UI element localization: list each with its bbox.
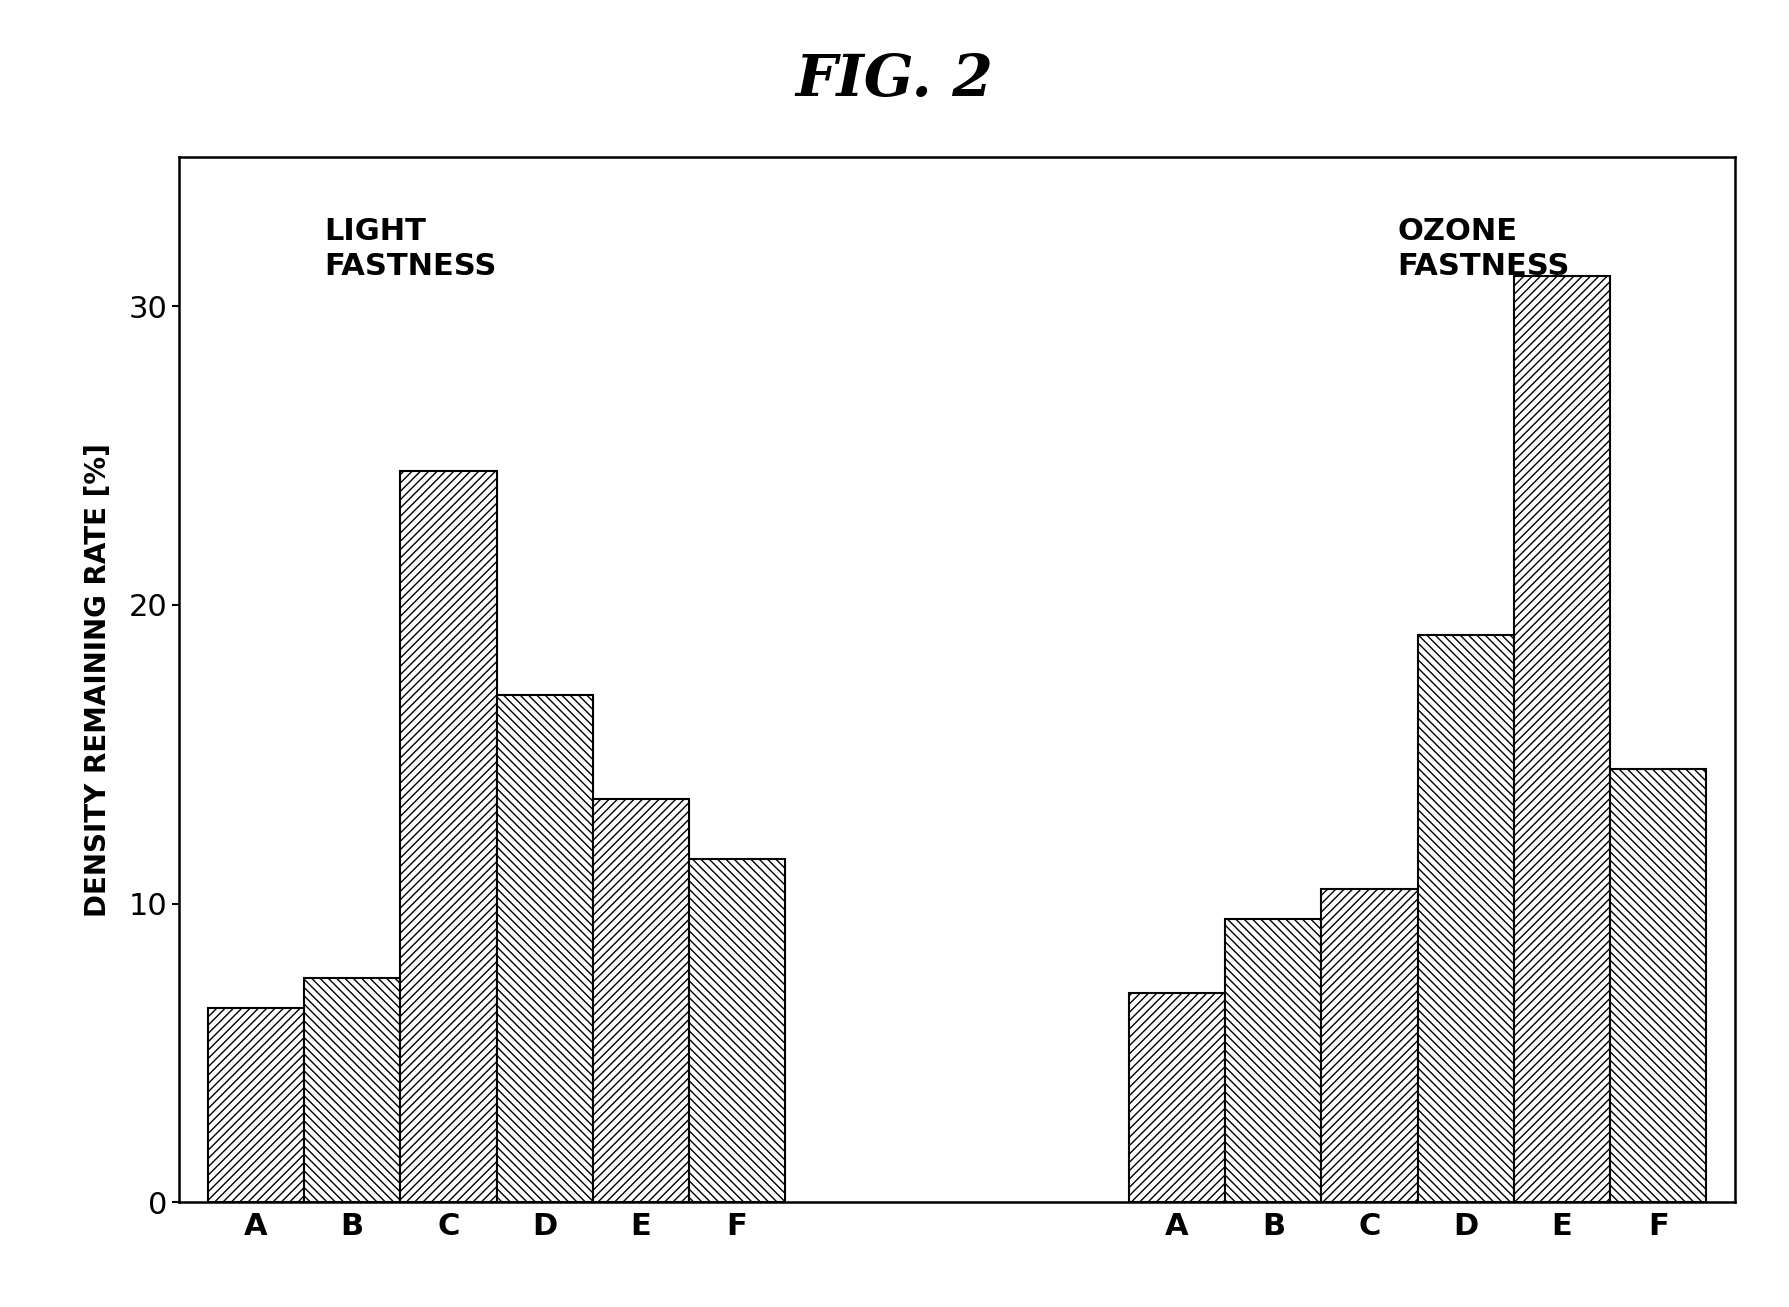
Bar <box>1513 276 1610 1202</box>
Bar <box>1417 635 1513 1202</box>
Bar <box>304 979 401 1202</box>
Y-axis label: DENSITY REMAINING RATE [%]: DENSITY REMAINING RATE [%] <box>84 443 111 916</box>
Bar <box>1129 993 1225 1202</box>
Bar <box>1322 889 1417 1202</box>
Bar <box>401 471 497 1202</box>
Text: FIG. 2: FIG. 2 <box>796 52 993 108</box>
Text: LIGHT
FASTNESS: LIGHT FASTNESS <box>324 217 497 281</box>
Bar <box>497 694 592 1202</box>
Bar <box>689 859 785 1202</box>
Bar <box>592 799 689 1202</box>
Text: OZONE
FASTNESS: OZONE FASTNESS <box>1397 217 1569 281</box>
Bar <box>208 1008 304 1202</box>
Bar <box>1225 919 1322 1202</box>
Bar <box>1610 770 1707 1202</box>
